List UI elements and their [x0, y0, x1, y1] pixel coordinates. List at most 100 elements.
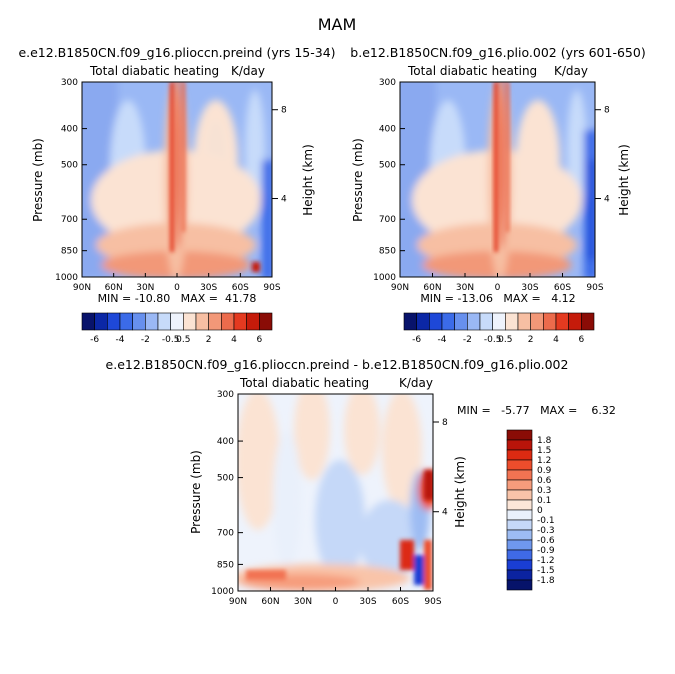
panel-2-y-right-tick-label: 8: [604, 106, 610, 116]
colorbar-label: 0.5: [176, 335, 190, 345]
colorbar-swatch: [195, 312, 209, 331]
panel-2-y-tick-label: 300: [379, 78, 396, 88]
panel-1-x-tick-label: 90N: [73, 283, 91, 293]
colorbar-swatch: [416, 312, 430, 331]
panel-1-y-tick-label: 700: [61, 215, 78, 225]
colorbar-swatch: [157, 312, 171, 331]
panel-1-title: e.e12.B1850CN.f09_g16.plioccn.preind (yr…: [18, 45, 335, 60]
colorbar-swatch: [506, 479, 533, 491]
colorbar-swatch: [233, 312, 247, 331]
colorbar-swatch: [81, 312, 95, 331]
colorbar-label: 0.6: [537, 476, 552, 486]
colorbar-swatch: [170, 312, 184, 331]
colorbar-label: -6: [412, 335, 421, 345]
colorbar-label: 0.1: [537, 496, 551, 506]
panel-1-y-right-tick-label: 8: [281, 106, 287, 116]
colorbar-label: -0.3: [537, 526, 555, 536]
panel-2-x-tick-label: 90S: [586, 283, 603, 293]
colorbar-swatch: [221, 312, 235, 331]
panel-2-y-tick-label: 700: [379, 215, 396, 225]
colorbar-label: 0.5: [498, 335, 512, 345]
colorbar-swatch: [506, 529, 533, 541]
colorbar-label: 2: [528, 335, 534, 345]
colorbar-swatch: [506, 499, 533, 511]
colorbar-swatch: [132, 312, 146, 331]
colorbar-label: -6: [90, 335, 99, 345]
colorbar-label: 1.8: [537, 436, 552, 446]
colorbar-swatch: [506, 429, 533, 441]
panel-1-y-tick-label: 850: [61, 247, 78, 257]
colorbar-swatch: [259, 312, 273, 331]
colorbar-swatch: [530, 312, 544, 331]
figure-title: MAM: [318, 15, 357, 34]
colorbar-label: -2: [463, 335, 472, 345]
panel-2-y-tick-label: 500: [379, 161, 396, 171]
colorbar-swatch: [246, 312, 260, 331]
colorbar-swatch: [429, 312, 443, 331]
colorbar-swatch: [568, 312, 582, 331]
colorbar-swatch: [145, 312, 159, 331]
colorbar-swatch: [506, 539, 533, 551]
panel-2-ylabel-right: Height (km): [617, 144, 631, 215]
panel-1-x-tick-label: 0: [174, 283, 180, 293]
colorbar-swatch: [506, 459, 533, 471]
panel-2-y-right-tick-label: 4: [604, 195, 610, 205]
colorbar-label: -1.2: [537, 556, 555, 566]
panel-1-x-tick-label: 30N: [136, 283, 154, 293]
panel-3-x-tick-label: 30N: [294, 597, 312, 607]
colorbar-swatch: [119, 312, 133, 331]
colorbar-label: -0.1: [537, 516, 555, 526]
panel-2-x-tick-label: 0: [495, 283, 501, 293]
panel-3-subtitle-left: Total diabatic heating: [239, 376, 369, 390]
colorbar-swatch: [555, 312, 569, 331]
panel-1-x-tick-label: 60N: [105, 283, 123, 293]
panel-2-subtitle-right: K/day: [554, 64, 588, 78]
panel-2: b.e12.B1850CN.f09_g16.plio.002 (yrs 601-…: [350, 45, 645, 305]
panel-3-y-tick-label: 500: [217, 474, 234, 484]
colorbar-label: -0.5: [162, 335, 180, 345]
colorbar-swatch: [506, 509, 533, 521]
panel-2-y-tick-label: 1000: [373, 273, 396, 283]
panel-1-x-tick-label: 90S: [263, 283, 280, 293]
colorbar-label: 4: [553, 335, 559, 345]
panel-2-stats: MIN = -13.06 MAX = 4.12: [420, 292, 575, 305]
panel-1-stats: MIN = -10.80 MAX = 41.78: [98, 292, 257, 305]
colorbar-swatch: [505, 312, 519, 331]
colorbar-top-right: -6 -4 -2 -0.50.5 2 4 6: [403, 312, 595, 345]
panel-1-ylabel-right: Height (km): [301, 144, 315, 215]
colorbar-swatch: [94, 312, 108, 331]
colorbar-label: -0.9: [537, 546, 555, 556]
colorbar-swatch: [506, 569, 533, 581]
colorbar-swatch: [506, 439, 533, 451]
panel-3-y-tick-label: 700: [217, 529, 234, 539]
colorbar-swatch: [506, 469, 533, 481]
colorbar-swatch: [208, 312, 222, 331]
colorbar-swatch: [506, 579, 533, 591]
colorbar-swatch: [517, 312, 531, 331]
panel-3-ylabel-right: Height (km): [453, 456, 467, 527]
colorbar-label: 1.5: [537, 446, 551, 456]
colorbar-label: 6: [256, 335, 262, 345]
panel-1-x-tick-label: 60S: [232, 283, 249, 293]
colorbar-label: 0.9: [537, 466, 552, 476]
colorbar-swatch: [454, 312, 468, 331]
panel-1-x-tick-label: 30S: [200, 283, 217, 293]
panel-1-y-tick-label: 300: [61, 78, 78, 88]
colorbar-swatch: [441, 312, 455, 331]
panel-3: e.e12.B1850CN.f09_g16.plioccn.preind - b…: [106, 357, 616, 607]
panel-1-subtitle-left: Total diabatic heating: [89, 64, 219, 78]
colorbar-swatch: [479, 312, 493, 331]
colorbar-swatch: [543, 312, 557, 331]
panel-3-stats: MIN = -5.77 MAX = 6.32: [457, 404, 616, 417]
colorbar-swatch: [506, 549, 533, 561]
panel-2-y-tick-label: 850: [379, 247, 396, 257]
colorbar-label: 1.2: [537, 456, 551, 466]
panel-1-subtitle-right: K/day: [231, 64, 265, 78]
colorbar-difference: 1.81.51.20.90.60.30.10-0.1-0.3-0.6-0.9-1…: [506, 429, 555, 591]
panel-3-subtitle-right: K/day: [399, 376, 433, 390]
panel-3-y-right-tick-label: 8: [442, 418, 448, 428]
colorbar-label: 0.3: [537, 486, 551, 496]
panel-1-ylabel: Pressure (mb): [31, 138, 45, 222]
colorbar-swatch: [403, 312, 417, 331]
colorbar-swatch: [506, 449, 533, 461]
